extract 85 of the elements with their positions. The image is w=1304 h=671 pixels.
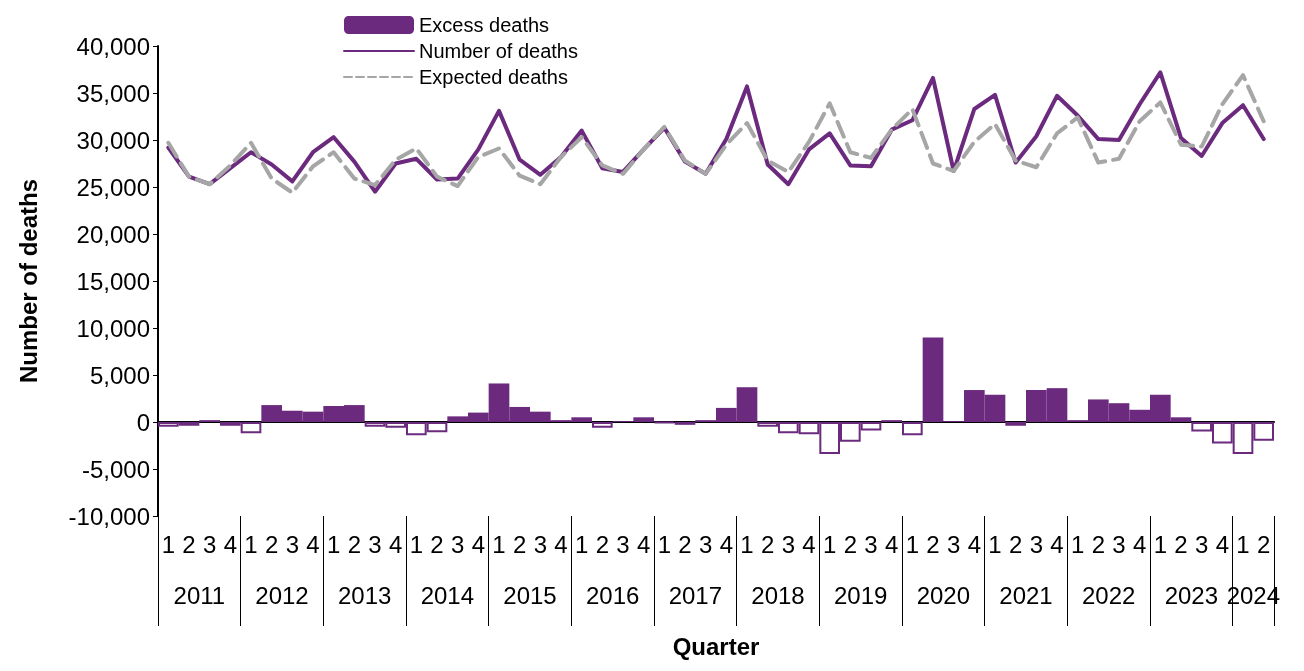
- x-tick-label: 3: [202, 530, 217, 558]
- text: 2014: [420, 581, 475, 609]
- x-tick-label: 4: [471, 530, 486, 558]
- text: 2015: [503, 581, 557, 609]
- x-tick-label: 3: [698, 530, 713, 558]
- legend-label: Excess deaths: [419, 14, 550, 36]
- x-tick-label: 2: [1256, 530, 1271, 558]
- x-tick-label: 3: [1112, 530, 1126, 558]
- x-tick-label: 3: [1029, 530, 1044, 558]
- y-tick-label: 25,000: [76, 173, 150, 201]
- y-tick-label: 5,000: [89, 361, 150, 389]
- x-tick-label: 4: [636, 530, 651, 558]
- x-tick-label: 1: [657, 530, 672, 558]
- x-tick-label: 1: [1070, 530, 1085, 558]
- x-tick-label: 1: [574, 530, 589, 558]
- text: 2020: [916, 581, 971, 609]
- text: 2019: [833, 581, 888, 609]
- x-tick-label: 3: [368, 530, 382, 558]
- bar: [902, 422, 923, 436]
- x-tick-label: 4: [967, 530, 982, 558]
- text: 2022: [1081, 581, 1136, 609]
- x-tick-label: 2: [347, 530, 362, 558]
- x-tick-label: 1: [1236, 530, 1250, 558]
- x-tick-label: 1: [326, 530, 341, 558]
- x-tick-label: 1: [409, 530, 424, 558]
- y-axis-title: Number of deaths: [14, 178, 42, 384]
- x-tick-label: 4: [884, 530, 899, 558]
- x-tick-label: 3: [533, 530, 548, 558]
- text: 2012: [255, 581, 309, 609]
- x-tick-label: 4: [719, 530, 734, 558]
- y-tick-label: 40,000: [76, 32, 150, 60]
- x-tick-label: 2: [1008, 530, 1023, 558]
- x-tick-label: 2: [926, 530, 940, 558]
- x-tick-label: 1: [492, 530, 506, 558]
- x-tick-label: 2: [512, 530, 527, 558]
- x-tick-label: 2: [264, 530, 279, 558]
- x-tick-label: 2: [843, 530, 858, 558]
- x-tick-label: 4: [802, 530, 816, 558]
- y-tick-label: -5,000: [81, 455, 150, 483]
- x-tick-label: 2: [1091, 530, 1106, 558]
- x-tick-label: 1: [244, 530, 258, 558]
- x-tick-label: 3: [864, 530, 878, 558]
- x-tick-label: 2: [760, 530, 775, 558]
- x-tick-label: 3: [616, 530, 630, 558]
- x-tick-label: 4: [223, 530, 238, 558]
- x-tick-label: 3: [1194, 530, 1209, 558]
- text: 2018: [751, 581, 805, 609]
- x-tick-label: 3: [450, 530, 465, 558]
- bar: [592, 422, 613, 428]
- x-tick-label: 2: [678, 530, 692, 558]
- x-tick-label: 1: [905, 530, 920, 558]
- text: 2021: [999, 581, 1053, 609]
- x-tick-label: 4: [1132, 530, 1147, 558]
- x-tick-label: 1: [988, 530, 1002, 558]
- x-tick-label: 4: [388, 530, 403, 558]
- x-tick-label: 3: [285, 530, 300, 558]
- y-tick-label: 20,000: [76, 220, 150, 248]
- y-tick-label: 0: [136, 408, 150, 436]
- legend-label: Number of deaths: [419, 40, 578, 62]
- x-axis-title: Quarter: [672, 632, 760, 660]
- x-tick-label: 4: [1215, 530, 1230, 558]
- x-tick-label: 2: [595, 530, 610, 558]
- x-tick-label: 1: [1153, 530, 1168, 558]
- x-tick-label: 3: [781, 530, 796, 558]
- y-tick-label: 35,000: [76, 79, 150, 107]
- x-tick-label: 2: [1174, 530, 1188, 558]
- y-tick-label: 10,000: [76, 314, 150, 342]
- x-tick-label: 4: [306, 530, 320, 558]
- x-tick-label: 1: [740, 530, 754, 558]
- text: 2017: [668, 581, 723, 609]
- x-tick-label: 1: [161, 530, 176, 558]
- x-tick-label: 2: [182, 530, 196, 558]
- legend-label: Expected deaths: [419, 66, 568, 88]
- x-tick-label: 1: [822, 530, 837, 558]
- text: 2023: [1164, 581, 1219, 609]
- text: 2016: [585, 581, 640, 609]
- x-tick-label: 4: [1050, 530, 1064, 558]
- x-tick-label: 3: [946, 530, 961, 558]
- text: 2011: [173, 581, 226, 609]
- x-tick-label: 2: [430, 530, 444, 558]
- y-tick-label: 15,000: [76, 267, 150, 295]
- x-tick-label: 4: [554, 530, 568, 558]
- y-tick-label: -10,000: [68, 502, 150, 530]
- text: 2013: [337, 581, 392, 609]
- y-tick-label: 30,000: [76, 126, 150, 154]
